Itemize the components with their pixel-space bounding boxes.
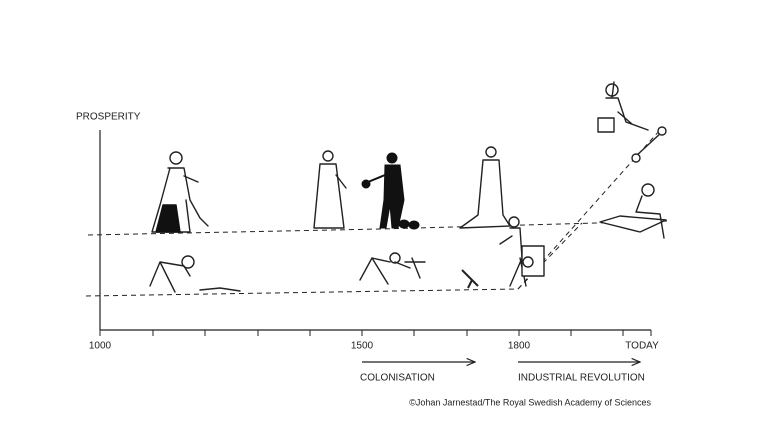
tick-label: 1800 <box>508 341 531 352</box>
pickaxe <box>461 269 479 289</box>
x-ticks <box>99 330 652 336</box>
figures <box>149 81 667 293</box>
tick-label: 1000 <box>89 341 112 352</box>
rise-line <box>517 222 583 290</box>
period-label: INDUSTRIAL REVOLUTION <box>518 373 645 384</box>
y-axis-label: PROSPERITY <box>76 112 141 123</box>
elite-line <box>87 220 668 236</box>
period-label: COLONISATION <box>360 373 435 384</box>
credit: ©Johan Jarnestad/The Royal Swedish Acade… <box>409 397 651 407</box>
tick-label: TODAY <box>625 341 659 352</box>
tick-label: 1500 <box>351 341 374 352</box>
